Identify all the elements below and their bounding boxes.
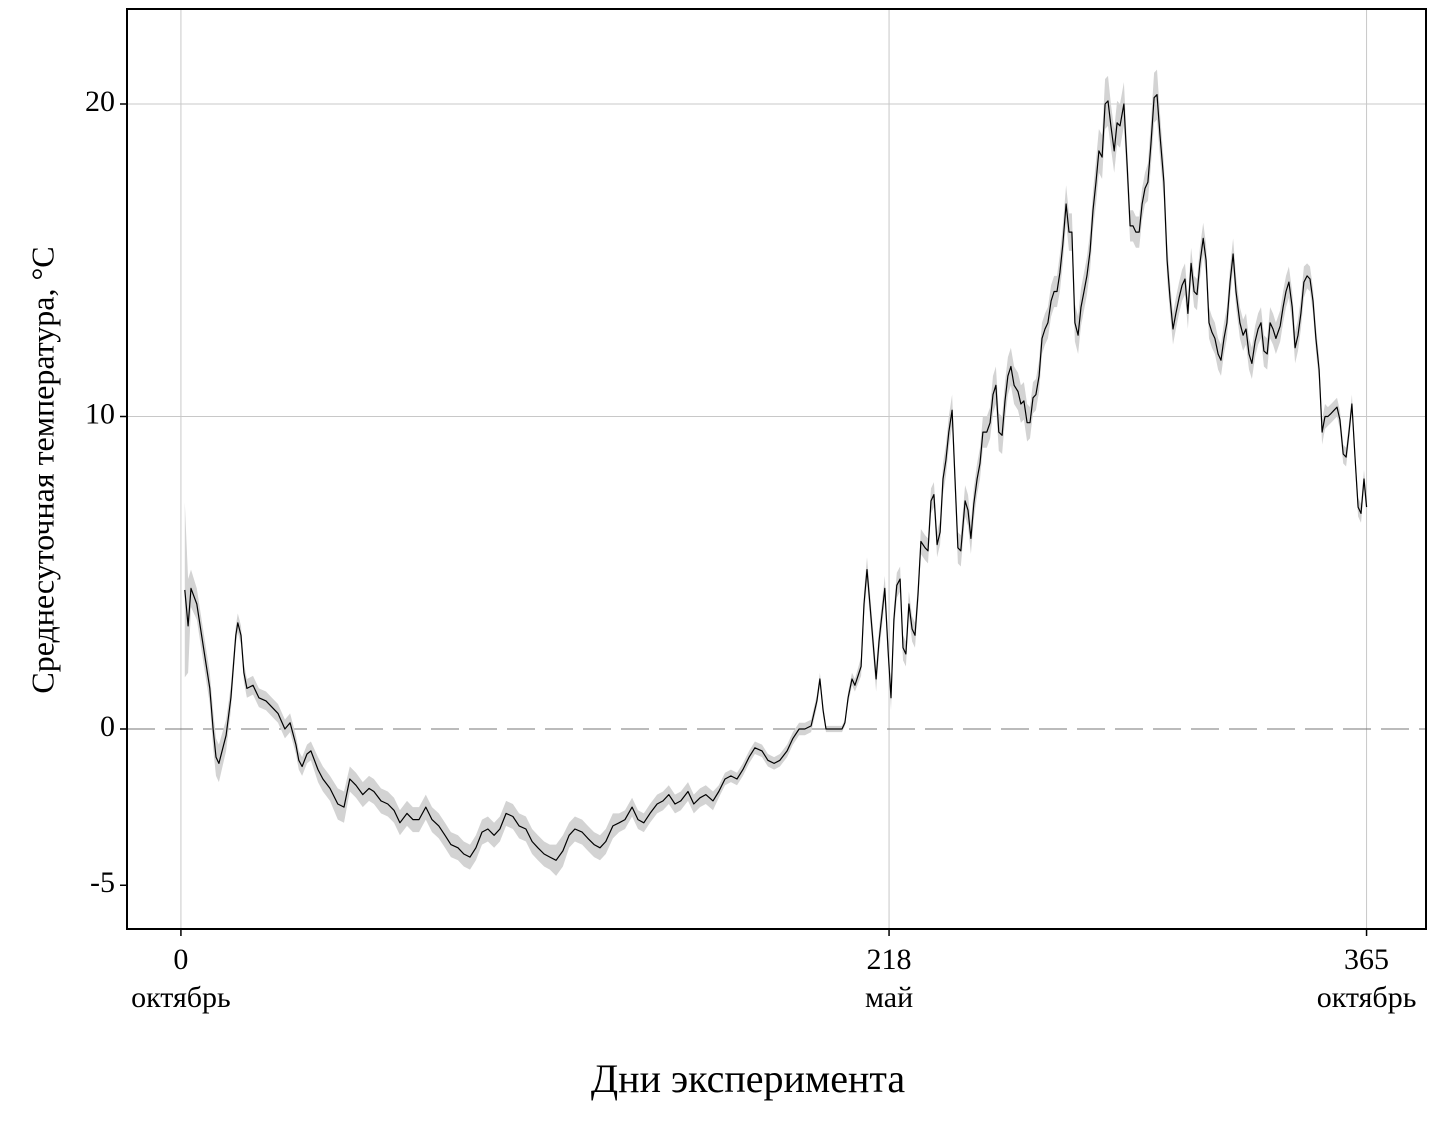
temperature-line [184,94,1368,861]
x-tick-month: октябрь [1317,981,1417,1014]
confidence-band [184,69,1367,876]
x-tick-month: май [865,981,913,1014]
plot-frame [126,8,1427,930]
x-tick-label: 218 [867,943,912,976]
y-axis-title: Среднесуточная температура, °C [24,246,60,693]
x-tick-month: октябрь [131,981,231,1014]
x-tick-label: 365 [1344,943,1389,976]
y-tick-label: -5 [90,866,115,899]
x-tick-label: 0 [173,943,188,976]
y-tick-label: 20 [85,85,115,118]
y-tick-label: 10 [85,397,115,430]
x-axis-title: Дни эксперимента [591,1056,905,1101]
y-tick-label: 0 [100,710,115,743]
